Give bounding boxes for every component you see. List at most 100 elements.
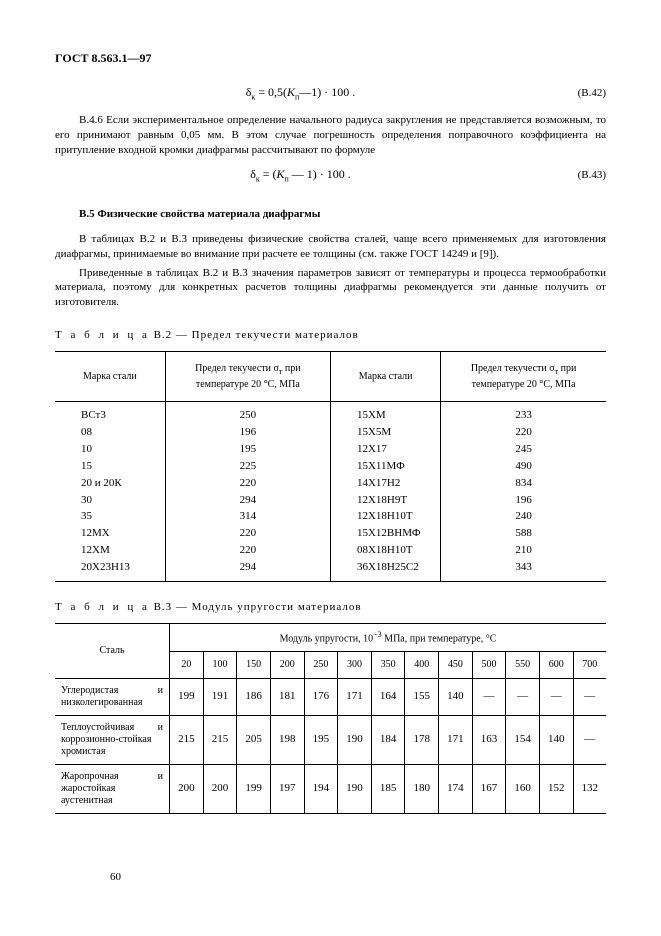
table-cell: 195 — [304, 715, 338, 764]
table-b2-label: Т а б л и ц а — [55, 329, 150, 341]
table-cell: 194 — [304, 764, 338, 813]
table-cell: 199 — [237, 764, 271, 813]
page-number: 60 — [110, 870, 121, 885]
table-b2-caption: Т а б л и ц а В.2 — Предел текучести мат… — [55, 328, 606, 343]
table-cell: 210 — [441, 542, 606, 559]
table-cell: 215 — [203, 715, 237, 764]
table-cell: 197 — [270, 764, 304, 813]
table-cell: 185 — [371, 764, 405, 813]
table-cell: 12Х18Н10Т — [330, 508, 440, 525]
table-cell: 180 — [405, 764, 439, 813]
doc-header: ГОСТ 8.563.1—97 — [55, 50, 606, 66]
formula-b43-expr: δк = (Kп — 1) · 100 . — [55, 166, 546, 185]
table-cell: 186 — [237, 678, 271, 715]
table-cell: 20 и 20К — [55, 475, 165, 492]
t2-h1: Марка стали — [55, 352, 165, 402]
t3-temp-header: 200 — [270, 652, 304, 679]
t3-temp-header: 500 — [472, 652, 506, 679]
table-cell: 220 — [441, 424, 606, 441]
t3-temp-header: 600 — [539, 652, 573, 679]
table-cell: 233 — [441, 402, 606, 424]
table-cell: 215 — [170, 715, 204, 764]
table-cell: 196 — [165, 424, 330, 441]
t3-steel-name: Жаропрочная и жаростойкая аустенитная — [55, 764, 170, 813]
table-cell: 200 — [170, 764, 204, 813]
table-b3-caption: Т а б л и ц а В.3 — Модуль упругости мат… — [55, 600, 606, 615]
table-cell: 15Х12ВНМФ — [330, 525, 440, 542]
table-cell: 588 — [441, 525, 606, 542]
table-cell: — — [506, 678, 540, 715]
formula-b42-num: (В.42) — [546, 86, 606, 101]
table-cell: 20Х23Н13 — [55, 559, 165, 581]
table-cell: 191 — [203, 678, 237, 715]
table-cell: ВСт3 — [55, 402, 165, 424]
formula-b43: δк = (Kп — 1) · 100 . (В.43) — [55, 166, 606, 185]
table-cell: 163 — [472, 715, 506, 764]
formula-b42-expr: δк = 0,5(Kп—1) · 100 . — [55, 84, 546, 103]
t3-temp-header: 100 — [203, 652, 237, 679]
table-cell: 196 — [441, 492, 606, 509]
t3-temp-header: 400 — [405, 652, 439, 679]
table-cell: 184 — [371, 715, 405, 764]
table-cell: — — [539, 678, 573, 715]
table-cell: 155 — [405, 678, 439, 715]
table-cell: 225 — [165, 458, 330, 475]
table-cell: 190 — [338, 715, 372, 764]
table-cell: 152 — [539, 764, 573, 813]
table-cell: 132 — [573, 764, 606, 813]
table-cell: 15Х11МФ — [330, 458, 440, 475]
t3-temp-header: 450 — [439, 652, 473, 679]
formula-b43-num: (В.43) — [546, 168, 606, 183]
t3-temp-header: 550 — [506, 652, 540, 679]
table-cell: 245 — [441, 441, 606, 458]
t3-steel-name: Углеродистая и низколегированная — [55, 678, 170, 715]
table-b3-label: Т а б л и ц а — [55, 601, 150, 613]
t3-temp-header: 350 — [371, 652, 405, 679]
table-cell: 35 — [55, 508, 165, 525]
table-cell: 200 — [203, 764, 237, 813]
table-b3: Сталь Модуль упругости, 10−3 МПа, при те… — [55, 623, 606, 814]
table-cell: 178 — [405, 715, 439, 764]
table-cell: 12ХМ — [55, 542, 165, 559]
t3-h-steel: Сталь — [55, 623, 170, 678]
table-b2: Марка стали Предел текучести σт при темп… — [55, 351, 606, 582]
table-cell: 314 — [165, 508, 330, 525]
para-b5-2: Приведенные в таблицах В.2 и В.3 значени… — [55, 266, 606, 311]
table-cell: 14Х17Н2 — [330, 475, 440, 492]
t3-temp-header: 150 — [237, 652, 271, 679]
t2-h2: Предел текучести σт при температуре 20 °… — [165, 352, 330, 402]
table-cell: 140 — [439, 678, 473, 715]
table-cell: 154 — [506, 715, 540, 764]
table-cell: 198 — [270, 715, 304, 764]
table-cell: 190 — [338, 764, 372, 813]
table-cell: — — [573, 715, 606, 764]
table-cell: 171 — [338, 678, 372, 715]
table-cell: 294 — [165, 559, 330, 581]
t3-temp-header: 250 — [304, 652, 338, 679]
table-cell: 160 — [506, 764, 540, 813]
table-cell: 834 — [441, 475, 606, 492]
table-cell: 140 — [539, 715, 573, 764]
t3-steel-name: Теплоустойчивая и коррозионно-стойкая хр… — [55, 715, 170, 764]
table-cell: 12Х17 — [330, 441, 440, 458]
table-cell: 12МХ — [55, 525, 165, 542]
section-b5-title: В.5 Физические свойства материала диафра… — [55, 207, 606, 222]
table-cell: 164 — [371, 678, 405, 715]
para-b5-1: В таблицах В.2 и В.3 приведены физически… — [55, 232, 606, 262]
t3-temp-header: 300 — [338, 652, 372, 679]
t3-h-span: Модуль упругости, 10−3 МПа, при температ… — [170, 623, 607, 652]
table-cell: 205 — [237, 715, 271, 764]
t3-temp-header: 700 — [573, 652, 606, 679]
table-cell: 12Х18Н9Т — [330, 492, 440, 509]
table-cell: 240 — [441, 508, 606, 525]
table-cell: 167 — [472, 764, 506, 813]
para-b46: В.4.6 Если экспериментальное определение… — [55, 113, 606, 158]
table-cell: 30 — [55, 492, 165, 509]
table-cell: 15 — [55, 458, 165, 475]
t2-h3: Марка стали — [330, 352, 440, 402]
table-cell: 220 — [165, 475, 330, 492]
table-cell: 36Х18Н25С2 — [330, 559, 440, 581]
table-cell: 15ХМ — [330, 402, 440, 424]
formula-b42: δк = 0,5(Kп—1) · 100 . (В.42) — [55, 84, 606, 103]
table-b3-rest: В.3 — Модуль упругости материалов — [150, 601, 362, 613]
